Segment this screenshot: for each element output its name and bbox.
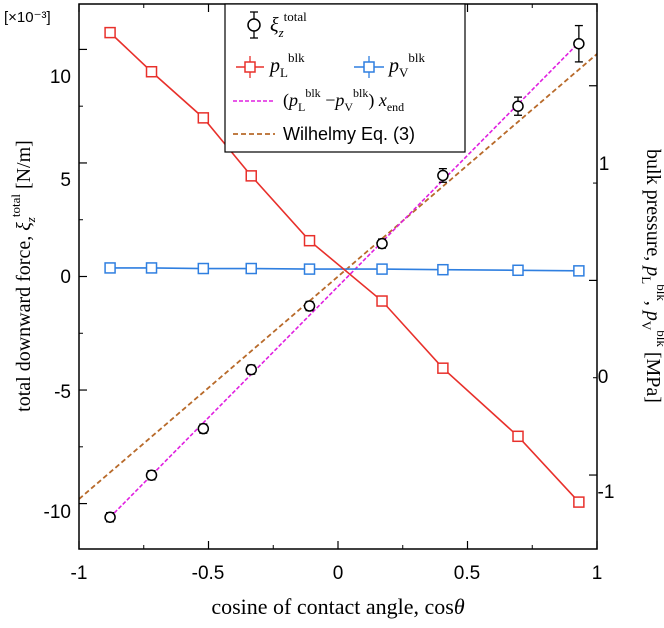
x-tick-label: 1 [592, 563, 603, 584]
legend-pl-marker [244, 61, 256, 73]
xi-marker [104, 511, 116, 523]
pl-marker [245, 170, 257, 182]
y-left-tick-label: 5 [60, 170, 71, 191]
pl-marker [512, 430, 524, 443]
y-right-tick-label: -1 [598, 482, 615, 503]
pl-marker [303, 234, 316, 247]
pv-marker [197, 262, 210, 275]
xi-marker [437, 169, 449, 182]
legend-label-pl: pLblk [268, 50, 305, 80]
pv-marker [145, 262, 158, 274]
pl-marker [376, 295, 388, 307]
pv-marker [104, 262, 116, 274]
y-right-tick-label: 0 [598, 367, 609, 388]
x-tick-label: 0 [333, 563, 344, 584]
y-axis-label-left: total downward force, ξztotal [N/m] [8, 140, 38, 412]
y-axis-label-right: bulk pressure, pLblk, pVblk [MPa] [639, 149, 664, 403]
x-tick-label: -1 [71, 563, 88, 584]
pv-marker [245, 262, 257, 275]
pv-marker [437, 263, 449, 276]
pl-marker [104, 26, 116, 39]
plot-marks [79, 24, 597, 523]
pv-marker [512, 264, 524, 277]
xi-marker [245, 363, 257, 376]
y-left-tick-label: 10 [50, 67, 71, 88]
xi-marker [573, 37, 585, 50]
axis-ticks [78, 4, 598, 549]
y-left-tick-label: -10 [44, 502, 71, 523]
xi-marker [512, 100, 524, 112]
xi-marker [197, 422, 210, 435]
legend-label-wilhelmy: Wilhelmy Eq. (3) [283, 124, 415, 144]
pv-marker [573, 265, 585, 277]
legend-xi-marker [247, 18, 261, 32]
pl-marker [573, 496, 585, 508]
xi-marker [145, 469, 158, 481]
y-left-tick-label: -5 [54, 382, 71, 403]
x-axis-label: cosine of contact angle, cosθ [211, 594, 465, 619]
legend-label-pv: pVblk [387, 50, 426, 80]
pl-marker [437, 362, 449, 374]
y-left-tick-label: 0 [60, 267, 71, 288]
xi-marker [303, 300, 316, 312]
x-tick-label: -0.5 [192, 563, 225, 584]
legend: ξztotal pLblk pVblk (pLblk −pVblk) xend … [224, 3, 466, 153]
fit-line [109, 42, 580, 518]
y-right-tick-label: 1 [599, 154, 610, 175]
legend-symbols [233, 11, 384, 135]
x-tick-label: 0.5 [454, 563, 480, 584]
wilhelmy-line [79, 53, 597, 500]
xi-marker [376, 237, 388, 250]
pl-marker [197, 112, 210, 124]
left-axis-multiplier: [×10⁻³] [4, 9, 51, 26]
legend-box [224, 3, 466, 153]
legend-pv-marker [363, 61, 375, 73]
pl-marker [145, 65, 158, 78]
legend-label-xi-total: ξztotal [270, 9, 307, 40]
pv-marker [303, 263, 316, 275]
pv-marker [376, 263, 388, 275]
